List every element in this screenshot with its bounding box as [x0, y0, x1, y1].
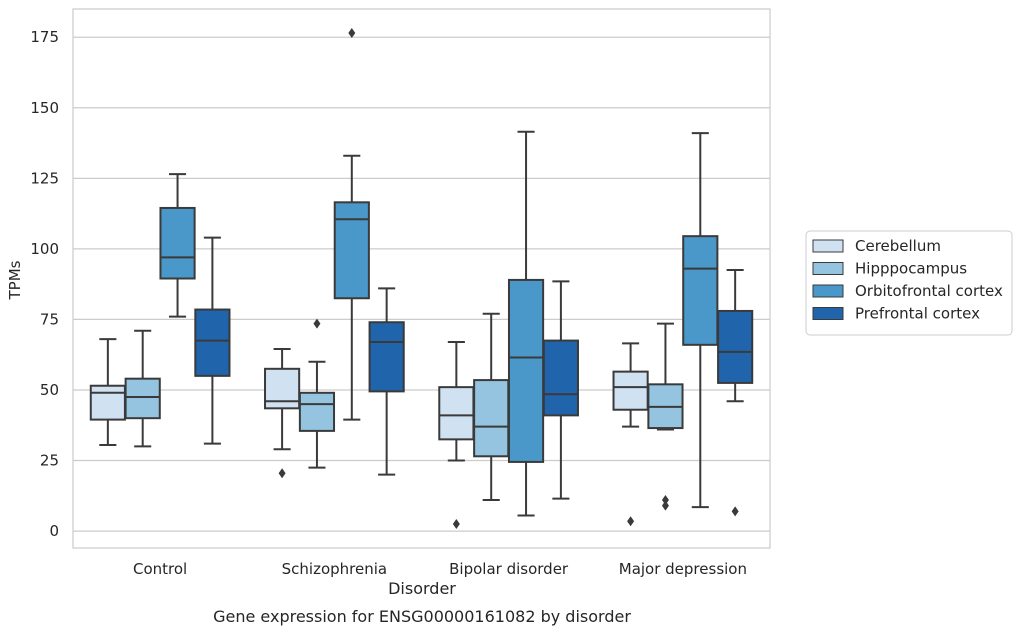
box-0-0: [89, 338, 126, 446]
outlier-point: [661, 495, 669, 506]
box-3-3: [717, 269, 754, 517]
x-tick-label: Bipolar disorder: [449, 560, 569, 578]
box-iqr: [89, 384, 126, 421]
box-1-0: [264, 348, 301, 479]
legend-swatch: [812, 262, 844, 275]
box-2-2: [507, 130, 545, 517]
outlier-point: [278, 468, 286, 479]
box-3-2: [682, 132, 719, 509]
box-iqr: [194, 308, 231, 377]
box-iqr: [612, 370, 649, 411]
box-1-3: [368, 287, 405, 476]
box-iqr: [682, 235, 719, 346]
x-tick-labels: Control Schizophrenia Bipolar disorder Majo…: [133, 560, 747, 578]
y-tick-label: 150: [30, 99, 59, 117]
box-0-1: [124, 329, 161, 448]
legend-label: Hipppocampus: [855, 260, 967, 278]
legend-swatch: [812, 239, 844, 253]
box-iqr: [333, 201, 370, 300]
legend: Cerebellum Hipppocampus Orbitofrontal cort…: [805, 230, 1013, 336]
y-tick-label: 100: [30, 240, 59, 258]
outlier-point: [313, 318, 321, 329]
legend-swatch: [812, 307, 844, 320]
box-2-0: [438, 340, 475, 530]
outlier-point: [452, 519, 460, 530]
legend-swatch: [812, 284, 844, 298]
box-0-3: [194, 236, 231, 445]
box-1-1: [298, 318, 336, 469]
box-iqr: [368, 321, 405, 393]
y-tick-labels: 0 25 50 75 100 125 150 175: [30, 28, 59, 540]
box-iqr: [542, 339, 579, 417]
box-2-1: [473, 312, 510, 502]
y-tick-label: 50: [40, 381, 59, 399]
y-tick-label: 75: [40, 310, 59, 328]
box-3-0: [612, 342, 649, 527]
x-tick-label: Schizophrenia: [282, 560, 387, 578]
y-tick-label: 125: [30, 169, 59, 187]
legend-label: Orbitofrontal cortex: [855, 282, 1003, 300]
y-tick-label: 25: [40, 452, 59, 470]
outlier-point: [348, 27, 356, 38]
box-iqr: [507, 278, 545, 463]
y-tick-label: 175: [30, 28, 59, 46]
box-iqr: [159, 206, 196, 280]
box-iqr: [438, 386, 475, 441]
box-3-1: [647, 322, 684, 511]
box-2-3: [542, 280, 579, 500]
x-axis-label: Disorder: [388, 579, 456, 598]
chart-title: Gene expression for ENSG00000161082 by d…: [213, 607, 631, 626]
box-1-2: [333, 27, 370, 421]
legend-frame: [805, 230, 1013, 336]
y-axis-label: TPMs: [6, 260, 24, 300]
box-iqr: [298, 391, 336, 432]
box-iqr: [473, 379, 510, 458]
x-tick-label: Major depression: [619, 560, 747, 578]
box-iqr: [717, 309, 754, 384]
box-iqr: [264, 367, 301, 410]
x-tick-label: Control: [133, 560, 187, 578]
y-tick-label: 0: [49, 522, 59, 540]
outlier-point: [731, 506, 739, 517]
outlier-point: [627, 516, 635, 527]
plot-frame: [72, 8, 771, 549]
outlier-point: [661, 500, 669, 511]
box-iqr: [124, 377, 161, 420]
box-0-2: [159, 173, 196, 318]
legend-label: Cerebellum: [855, 237, 941, 255]
box-plot-marks: [89, 27, 754, 530]
legend-label: Prefrontal cortex: [855, 305, 980, 323]
